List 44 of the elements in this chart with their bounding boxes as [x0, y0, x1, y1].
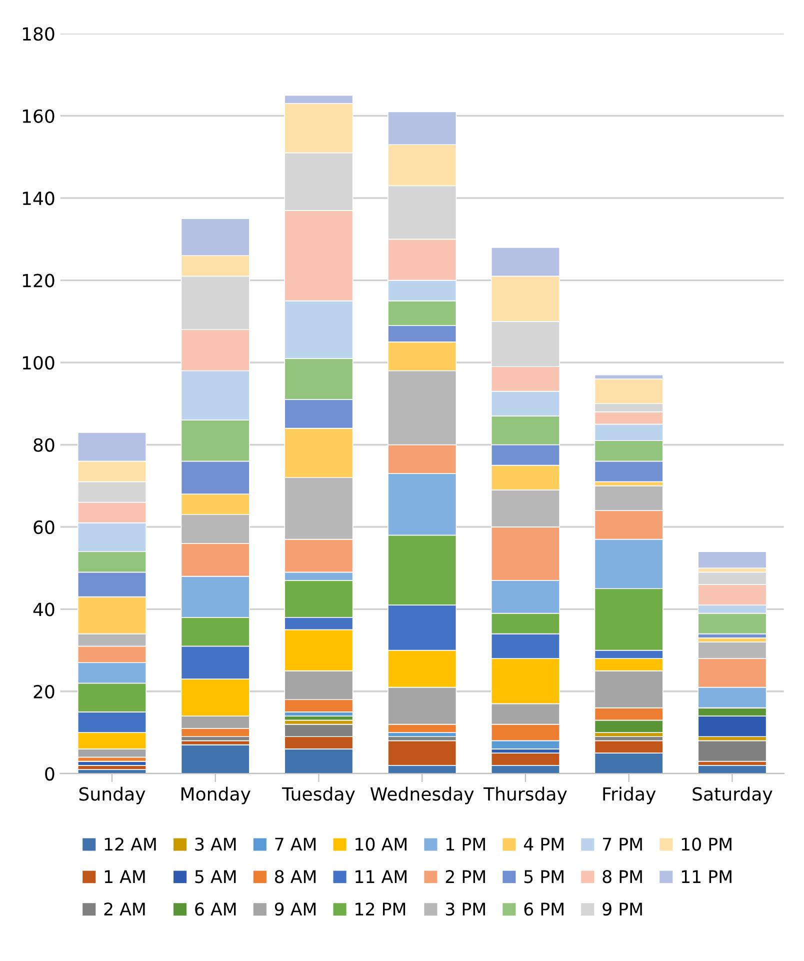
legend-label: 6 AM [195, 902, 236, 916]
y-tick-label: 40 [33, 602, 54, 616]
y-tick-label: 160 [22, 109, 54, 123]
legend-label: 4 PM [524, 838, 564, 851]
legend-label: 5 PM [524, 870, 564, 884]
y-tick-label: 80 [34, 438, 54, 452]
y-tick-label: 180 [22, 27, 54, 41]
legend-label: 1 AM [104, 870, 145, 883]
x-tick-label: Monday [181, 786, 250, 804]
legend-label: 3 AM [195, 838, 236, 851]
legend-label: 12 AM [104, 838, 156, 851]
x-tick-label: Thursday [483, 786, 567, 804]
legend-label: 12 PM [356, 902, 406, 916]
legend-label: 9 AM [274, 902, 316, 916]
bar [698, 551, 767, 568]
legend-label: 2 AM [104, 902, 145, 916]
bar [77, 760, 147, 766]
legend-label: 7 PM [602, 838, 642, 851]
legend-label: 10 AM [356, 838, 406, 851]
x-tick-label: Sunday [79, 786, 146, 804]
legend-label: 11 AM [356, 870, 406, 883]
legend-label: 9 PM [602, 902, 642, 916]
legend-label: 8 PM [602, 870, 642, 884]
legend-label: 1 PM [446, 838, 485, 851]
y-tick-label: 120 [22, 274, 54, 288]
y-tick-label: 20 [34, 684, 54, 699]
legend-label: 6 PM [524, 902, 564, 916]
y-tick-label: 100 [22, 356, 54, 370]
bar [180, 744, 250, 774]
legend-label: 7 AM [275, 838, 316, 851]
legend-label: 8 AM [274, 870, 316, 884]
y-tick-label: 140 [22, 192, 54, 206]
legend-label: 10 PM [682, 838, 732, 851]
bar [698, 740, 767, 762]
legend-label: 11 PM [682, 870, 732, 883]
legend-label: 3 PM [446, 902, 485, 916]
y-tick-label: 60 [34, 520, 54, 534]
y-tick-label: 0 [45, 767, 54, 781]
x-tick-label: Wednesday [370, 786, 474, 804]
legend-label: 2 PM [446, 870, 485, 883]
legend-label: 5 AM [195, 870, 236, 884]
x-tick-label: Friday [603, 786, 656, 804]
x-tick-label: Tuesday [282, 786, 355, 804]
x-tick-label: Saturday [692, 786, 772, 804]
